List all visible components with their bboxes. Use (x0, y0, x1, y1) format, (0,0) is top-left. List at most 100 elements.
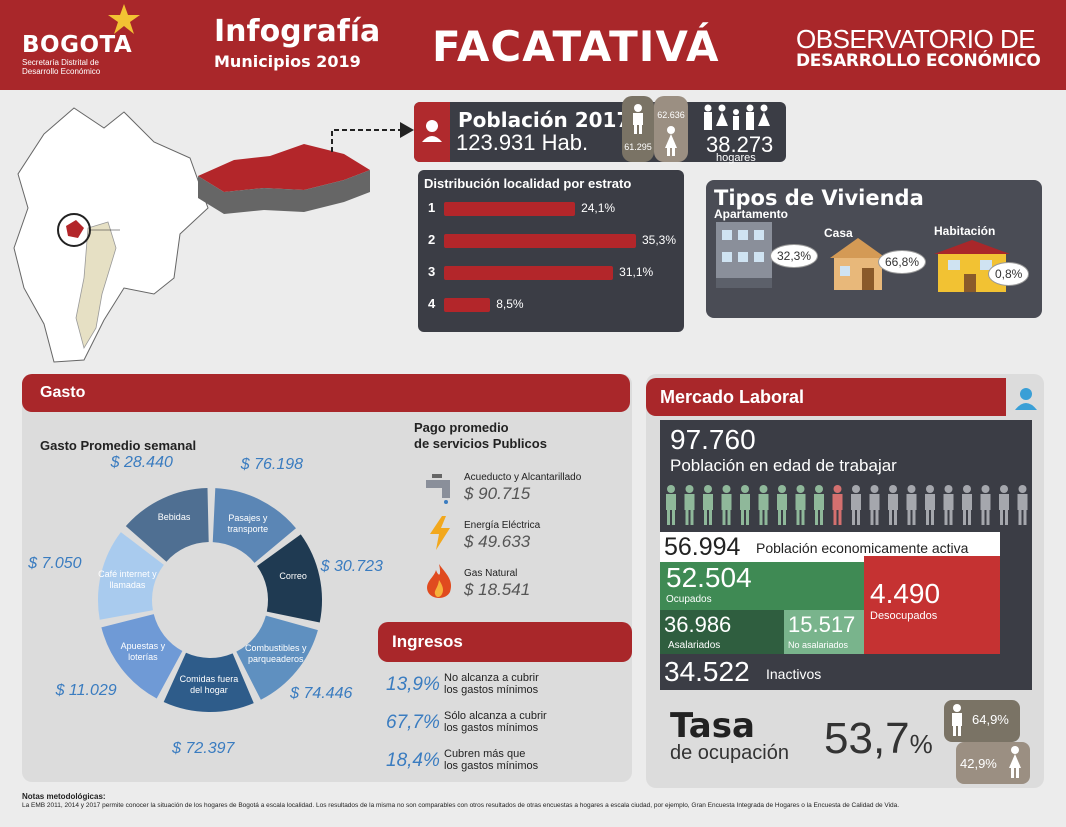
habitacion-label: Habitación (934, 224, 996, 238)
department-map (13, 107, 209, 363)
servicio-label: Acueducto y Alcantarillado (464, 472, 582, 483)
gasto-cycle-diagram (98, 488, 322, 712)
gasto-segment-label: Comidas fuera del hogar (179, 673, 239, 695)
municipality-3d-map (198, 144, 370, 214)
apartment-icon (716, 222, 772, 288)
person-icon (906, 485, 917, 525)
servicio-value: $ 18.541 (464, 580, 531, 599)
person-icon (851, 485, 861, 525)
male-chip: 61.295 (622, 96, 654, 162)
estrato-pct: 31,1% (619, 265, 654, 279)
person-icon (1017, 485, 1028, 525)
gasto-segment-label: Correo (279, 571, 307, 582)
person-icon (999, 485, 1009, 525)
population-icon-box (414, 102, 450, 162)
gasto-segment-label: Bebidas (157, 511, 191, 522)
ingreso-text: No alcanza a cubrir los gastos mínimos (444, 672, 539, 696)
gasto-header: Gasto (22, 374, 630, 412)
person-icon (943, 485, 954, 525)
star-icon (108, 4, 140, 34)
female-icon (1009, 746, 1021, 778)
pet-label: Población en edad de trabajar (670, 456, 897, 475)
vivienda-title: Tipos de Vivienda (714, 186, 924, 210)
asalariados-value: 36.986 (664, 612, 732, 637)
gasto-segment-value: $ 72.397 (172, 739, 235, 757)
lightning-icon (430, 516, 450, 550)
gasto-segment-label: Combustibles y parqueaderos (245, 642, 307, 664)
person-icon (777, 485, 787, 525)
gasto-segment-value: $ 7.050 (28, 554, 82, 572)
people-row-icon (666, 485, 1028, 525)
inactivos-label: Inactivos (766, 666, 822, 682)
gasto-segment (257, 534, 322, 623)
page-title: FACATATIVÁ (432, 22, 720, 71)
habitacion-pct: 0,8% (988, 262, 1030, 286)
ocupados-value: 52.504 (666, 562, 752, 593)
person-icon (888, 485, 898, 525)
estrato-number: 1 (428, 200, 436, 215)
person-icon (832, 485, 843, 525)
ocupados-label: Ocupados (666, 594, 712, 605)
estrato-number: 4 (428, 296, 436, 311)
ingreso-pct: 67,7% (386, 712, 440, 733)
estrato-bar (444, 298, 491, 312)
inactivos-value: 34.522 (664, 656, 750, 687)
gasto-segment-value: $ 28.440 (110, 454, 173, 472)
person-icon (795, 485, 806, 525)
gasto-segment (163, 652, 254, 712)
infografia-title: Infografía (214, 14, 381, 49)
logo-subtitle: Secretaría Distrital de Desarrollo Económ… (22, 58, 101, 76)
estrato-number: 2 (428, 232, 436, 247)
house-icon (830, 238, 886, 290)
tasa-value: 53,7% (824, 714, 933, 763)
person-icon (869, 485, 880, 525)
estrato-bar (444, 202, 576, 216)
gasto-segment-label: Café internet y llamadas (98, 569, 157, 591)
ocupados-box (660, 562, 864, 610)
desocupados-box (864, 556, 1000, 654)
servicio-value: $ 90.715 (464, 484, 531, 503)
flame-icon (427, 564, 452, 598)
gasto-segment (236, 615, 318, 700)
person-icon (703, 485, 713, 525)
asalariados-box (660, 610, 784, 654)
notes-text: La EMB 2011, 2014 y 2017 permite conocer… (22, 802, 900, 809)
person-icon (721, 485, 732, 525)
connector-arrow (331, 122, 414, 152)
female-count: 62.636 (657, 110, 685, 120)
pea-value: 56.994 (664, 533, 741, 561)
person-icon (980, 485, 991, 525)
tasa-title: Tasa (670, 706, 755, 746)
estrato-pct: 24,1% (581, 201, 616, 215)
desocupados-value: 4.490 (870, 578, 941, 609)
person-icon (814, 485, 824, 525)
female-icon (665, 126, 677, 156)
desocupados-label: Desocupados (870, 610, 938, 622)
estrato-bar (444, 266, 614, 280)
asalariados-label: Asalariados (668, 640, 721, 651)
ingreso-text: Cubren más que los gastos mínimos (444, 748, 539, 772)
apartamento-label: Apartamento (714, 207, 789, 221)
tasa-male-value: 64,9% (972, 712, 1009, 727)
gasto-segment-label: Apuestas y loterías (120, 641, 166, 663)
ingreso-pct: 13,9% (386, 674, 440, 695)
servicio-label: Gas Natural (464, 568, 518, 579)
no-asalariados-box (784, 610, 864, 654)
estrato-pct: 35,3% (642, 233, 677, 247)
gasto-segment (125, 488, 209, 562)
logo-text: BOGOTA (22, 32, 133, 58)
person-icon (758, 485, 769, 525)
female-chip: 62.636 (654, 96, 688, 162)
estrato-bar (444, 234, 636, 248)
ingreso-pct: 18,4% (386, 750, 440, 771)
male-icon (952, 704, 962, 736)
person-icon (925, 485, 935, 525)
person-icon (740, 485, 750, 525)
population-box (414, 102, 786, 162)
gasto-segment-value: $ 30.723 (320, 558, 383, 576)
population-title: Población 2017 (458, 108, 631, 132)
servicio-label: Energía Eléctrica (464, 520, 541, 531)
observatorio-line1: OBSERVATORIO DE (796, 24, 1036, 54)
header-band (0, 0, 1066, 90)
hogares-count: 38.273 (706, 132, 774, 157)
